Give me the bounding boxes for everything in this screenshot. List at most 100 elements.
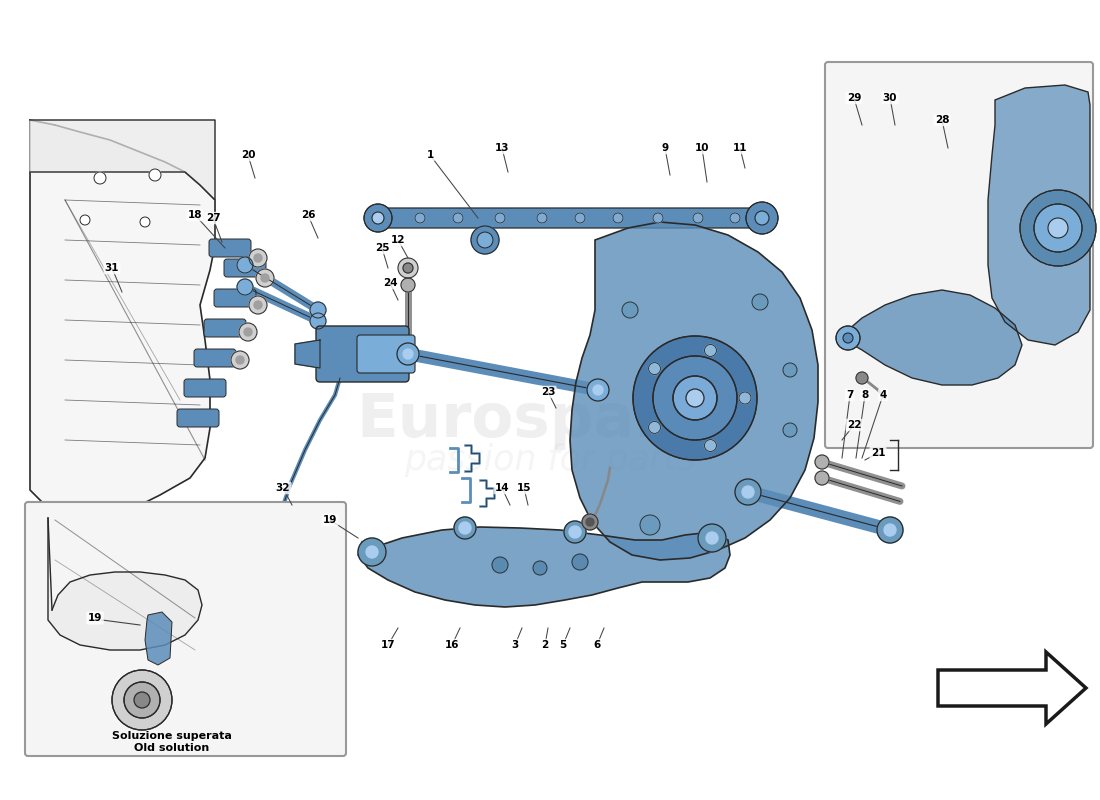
Circle shape: [310, 313, 326, 329]
Polygon shape: [848, 290, 1022, 385]
Text: Eurospares: Eurospares: [356, 390, 744, 450]
Circle shape: [537, 213, 547, 223]
FancyBboxPatch shape: [184, 379, 226, 397]
Text: 18: 18: [188, 210, 202, 220]
Text: 28: 28: [935, 115, 949, 125]
Circle shape: [815, 455, 829, 469]
Text: 13: 13: [495, 143, 509, 153]
Circle shape: [735, 479, 761, 505]
Text: 16: 16: [444, 640, 460, 650]
Circle shape: [112, 670, 172, 730]
Text: 22: 22: [847, 420, 861, 430]
Text: 26: 26: [300, 210, 316, 220]
FancyBboxPatch shape: [316, 326, 409, 382]
Polygon shape: [48, 518, 202, 650]
Circle shape: [564, 521, 586, 543]
Circle shape: [621, 302, 638, 318]
Circle shape: [236, 279, 253, 295]
Circle shape: [80, 215, 90, 225]
Circle shape: [495, 213, 505, 223]
Text: 19: 19: [88, 613, 102, 623]
Text: 12: 12: [390, 235, 405, 245]
Circle shape: [402, 352, 414, 364]
Circle shape: [403, 263, 412, 273]
Circle shape: [572, 554, 588, 570]
Circle shape: [586, 518, 594, 526]
FancyBboxPatch shape: [224, 259, 266, 277]
Circle shape: [704, 439, 716, 451]
Circle shape: [693, 213, 703, 223]
Circle shape: [492, 557, 508, 573]
Circle shape: [459, 522, 471, 534]
Text: 25: 25: [375, 243, 389, 253]
Circle shape: [742, 486, 754, 498]
Circle shape: [815, 471, 829, 485]
Circle shape: [704, 345, 716, 357]
FancyBboxPatch shape: [825, 62, 1093, 448]
Circle shape: [739, 392, 751, 404]
Circle shape: [453, 213, 463, 223]
Text: 9: 9: [661, 143, 669, 153]
Text: 15: 15: [517, 483, 531, 493]
Polygon shape: [570, 222, 818, 560]
FancyBboxPatch shape: [204, 319, 246, 337]
FancyBboxPatch shape: [177, 409, 219, 427]
Circle shape: [755, 211, 769, 225]
Circle shape: [632, 336, 757, 460]
Text: 30: 30: [882, 93, 898, 103]
Circle shape: [1048, 218, 1068, 238]
Circle shape: [884, 524, 896, 536]
Circle shape: [454, 517, 476, 539]
Circle shape: [277, 567, 293, 583]
Polygon shape: [30, 120, 214, 640]
FancyBboxPatch shape: [376, 208, 764, 228]
Circle shape: [397, 343, 419, 365]
Circle shape: [649, 362, 660, 374]
Circle shape: [593, 385, 603, 395]
FancyBboxPatch shape: [214, 289, 256, 307]
Text: 31: 31: [104, 263, 119, 273]
Circle shape: [249, 249, 267, 267]
Circle shape: [649, 422, 660, 434]
Text: passion for parts: passion for parts: [405, 443, 695, 477]
Circle shape: [477, 232, 493, 248]
Text: 23: 23: [541, 387, 556, 397]
FancyBboxPatch shape: [358, 335, 415, 373]
Circle shape: [402, 278, 415, 292]
FancyBboxPatch shape: [25, 502, 346, 756]
Circle shape: [877, 517, 903, 543]
Circle shape: [534, 561, 547, 575]
Circle shape: [236, 356, 244, 364]
Circle shape: [471, 226, 499, 254]
Circle shape: [310, 302, 326, 318]
Circle shape: [261, 274, 270, 282]
Text: 32: 32: [276, 483, 290, 493]
Circle shape: [706, 532, 718, 544]
Polygon shape: [358, 527, 730, 607]
Circle shape: [569, 526, 581, 538]
Circle shape: [698, 524, 726, 552]
Circle shape: [653, 213, 663, 223]
Circle shape: [640, 515, 660, 535]
Text: 24: 24: [383, 278, 397, 288]
Text: 21: 21: [871, 448, 886, 458]
Circle shape: [783, 363, 798, 377]
Circle shape: [415, 213, 425, 223]
Circle shape: [587, 379, 609, 401]
Circle shape: [856, 372, 868, 384]
Circle shape: [673, 376, 717, 420]
Circle shape: [1034, 204, 1082, 252]
Circle shape: [256, 269, 274, 287]
Text: 1: 1: [427, 150, 433, 160]
Circle shape: [254, 301, 262, 309]
Text: 29: 29: [847, 93, 861, 103]
Text: 27: 27: [206, 213, 220, 223]
Circle shape: [730, 213, 740, 223]
Text: Soluzione superata
Old solution: Soluzione superata Old solution: [112, 731, 232, 753]
Circle shape: [236, 257, 253, 273]
Circle shape: [582, 514, 598, 530]
Circle shape: [613, 213, 623, 223]
Polygon shape: [30, 120, 214, 200]
FancyBboxPatch shape: [209, 239, 251, 257]
Polygon shape: [145, 612, 172, 665]
